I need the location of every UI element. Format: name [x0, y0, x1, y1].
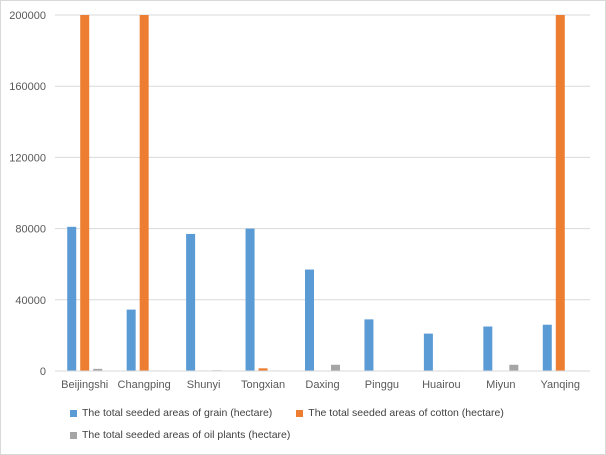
legend-label-grain: The total seeded areas of grain (hectare…: [82, 407, 273, 419]
legend-swatch-oil: [70, 431, 77, 439]
y-tick-label: 0: [40, 366, 46, 378]
legend-item-cotton: The total seeded areas of cotton (hectar…: [296, 407, 504, 419]
gridlines: [55, 14, 590, 301]
bar-beijingshi-series-2: [80, 15, 90, 371]
bar-changping-series-1: [126, 309, 136, 371]
bar-beijingshi-series-1: [67, 226, 77, 371]
bars: [67, 15, 578, 371]
y-tick-label: 120000: [9, 152, 46, 164]
x-tick-label-beijingshi: Beijingshi: [61, 379, 108, 391]
x-tick-label-huairou: Huairou: [422, 379, 461, 391]
legend-swatch-cotton: [296, 409, 304, 417]
bar-miyun-series-1: [483, 326, 493, 371]
bar-miyun-series-3: [509, 364, 519, 371]
bar-yanqing-series-1: [542, 324, 552, 371]
bar-beijingshi-series-3: [93, 368, 103, 371]
x-tick-label-tongxian: Tongxian: [241, 379, 285, 391]
x-axis-tick-labels: Beijingshi Changping Shunyi Tongxian Daxing P…: [61, 379, 580, 391]
legend-row-1: The total seeded areas of grain (hectare…: [70, 402, 590, 424]
y-tick-label: 160000: [9, 81, 46, 93]
bar-tongxian-series-1: [245, 228, 255, 371]
bar-chart: 0 40000 80000 120000 160000 200000 Beijingshi…: [9, 10, 590, 391]
legend-item-oil: The total seeded areas of oil plants (he…: [70, 429, 290, 441]
legend-row-2: The total seeded areas of oil plants (he…: [70, 424, 590, 446]
bar-shunyi-series-1: [186, 233, 196, 371]
x-tick-label-daxing: Daxing: [305, 379, 339, 391]
y-tick-label: 40000: [15, 295, 46, 307]
bar-changping-series-2: [139, 15, 149, 371]
legend-label-oil: The total seeded areas of oil plants (he…: [82, 429, 291, 441]
bar-pinggu-series-1: [364, 319, 374, 371]
y-tick-label: 200000: [9, 10, 46, 22]
legend-label-cotton: The total seeded areas of cotton (hectar…: [308, 407, 504, 419]
x-tick-label-pinggu: Pinggu: [365, 379, 399, 391]
bar-tongxian-series-2: [258, 368, 268, 371]
bar-yanqing-series-2: [555, 15, 565, 371]
x-tick-label-miyun: Miyun: [486, 379, 515, 391]
legend: The total seeded areas of grain (hectare…: [70, 402, 590, 446]
x-tick-label-yanqing: Yanqing: [540, 379, 580, 391]
x-tick-label-shunyi: Shunyi: [187, 379, 221, 391]
bar-huairou-series-1: [423, 333, 433, 371]
legend-item-grain: The total seeded areas of grain (hectare…: [70, 407, 272, 419]
legend-swatch-grain: [70, 409, 77, 417]
y-tick-label: 80000: [15, 224, 46, 236]
y-axis-tick-labels: 0 40000 80000 120000 160000 200000: [9, 10, 46, 378]
bar-daxing-series-1: [305, 269, 314, 371]
x-tick-label-changping: Changping: [118, 379, 171, 391]
bar-daxing-series-3: [331, 364, 340, 371]
